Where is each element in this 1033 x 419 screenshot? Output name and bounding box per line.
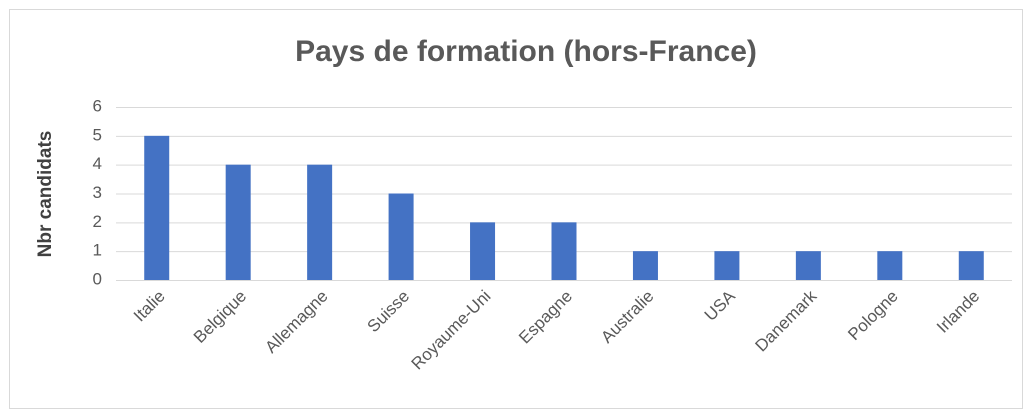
bar [551,222,577,280]
y-tick-label: 0 [93,269,102,288]
y-tick-label: 4 [93,154,102,173]
bar [144,135,170,280]
y-tick-label: 5 [93,125,102,144]
bar [470,222,496,280]
bar [714,251,740,280]
y-axis-label: Nbr candidats [35,131,56,258]
y-tick-label: 2 [93,212,102,231]
chart-border [9,9,1023,409]
bar [958,251,984,280]
bar [877,251,903,280]
bar [225,164,251,280]
y-tick-label: 1 [93,241,102,260]
bar [307,164,333,280]
y-tick-label: 3 [93,183,102,202]
chart-title: Pays de formation (hors-France) [295,35,757,68]
bar [632,251,658,280]
y-tick-label: 6 [93,96,102,115]
bar [795,251,821,280]
bar [388,193,414,280]
